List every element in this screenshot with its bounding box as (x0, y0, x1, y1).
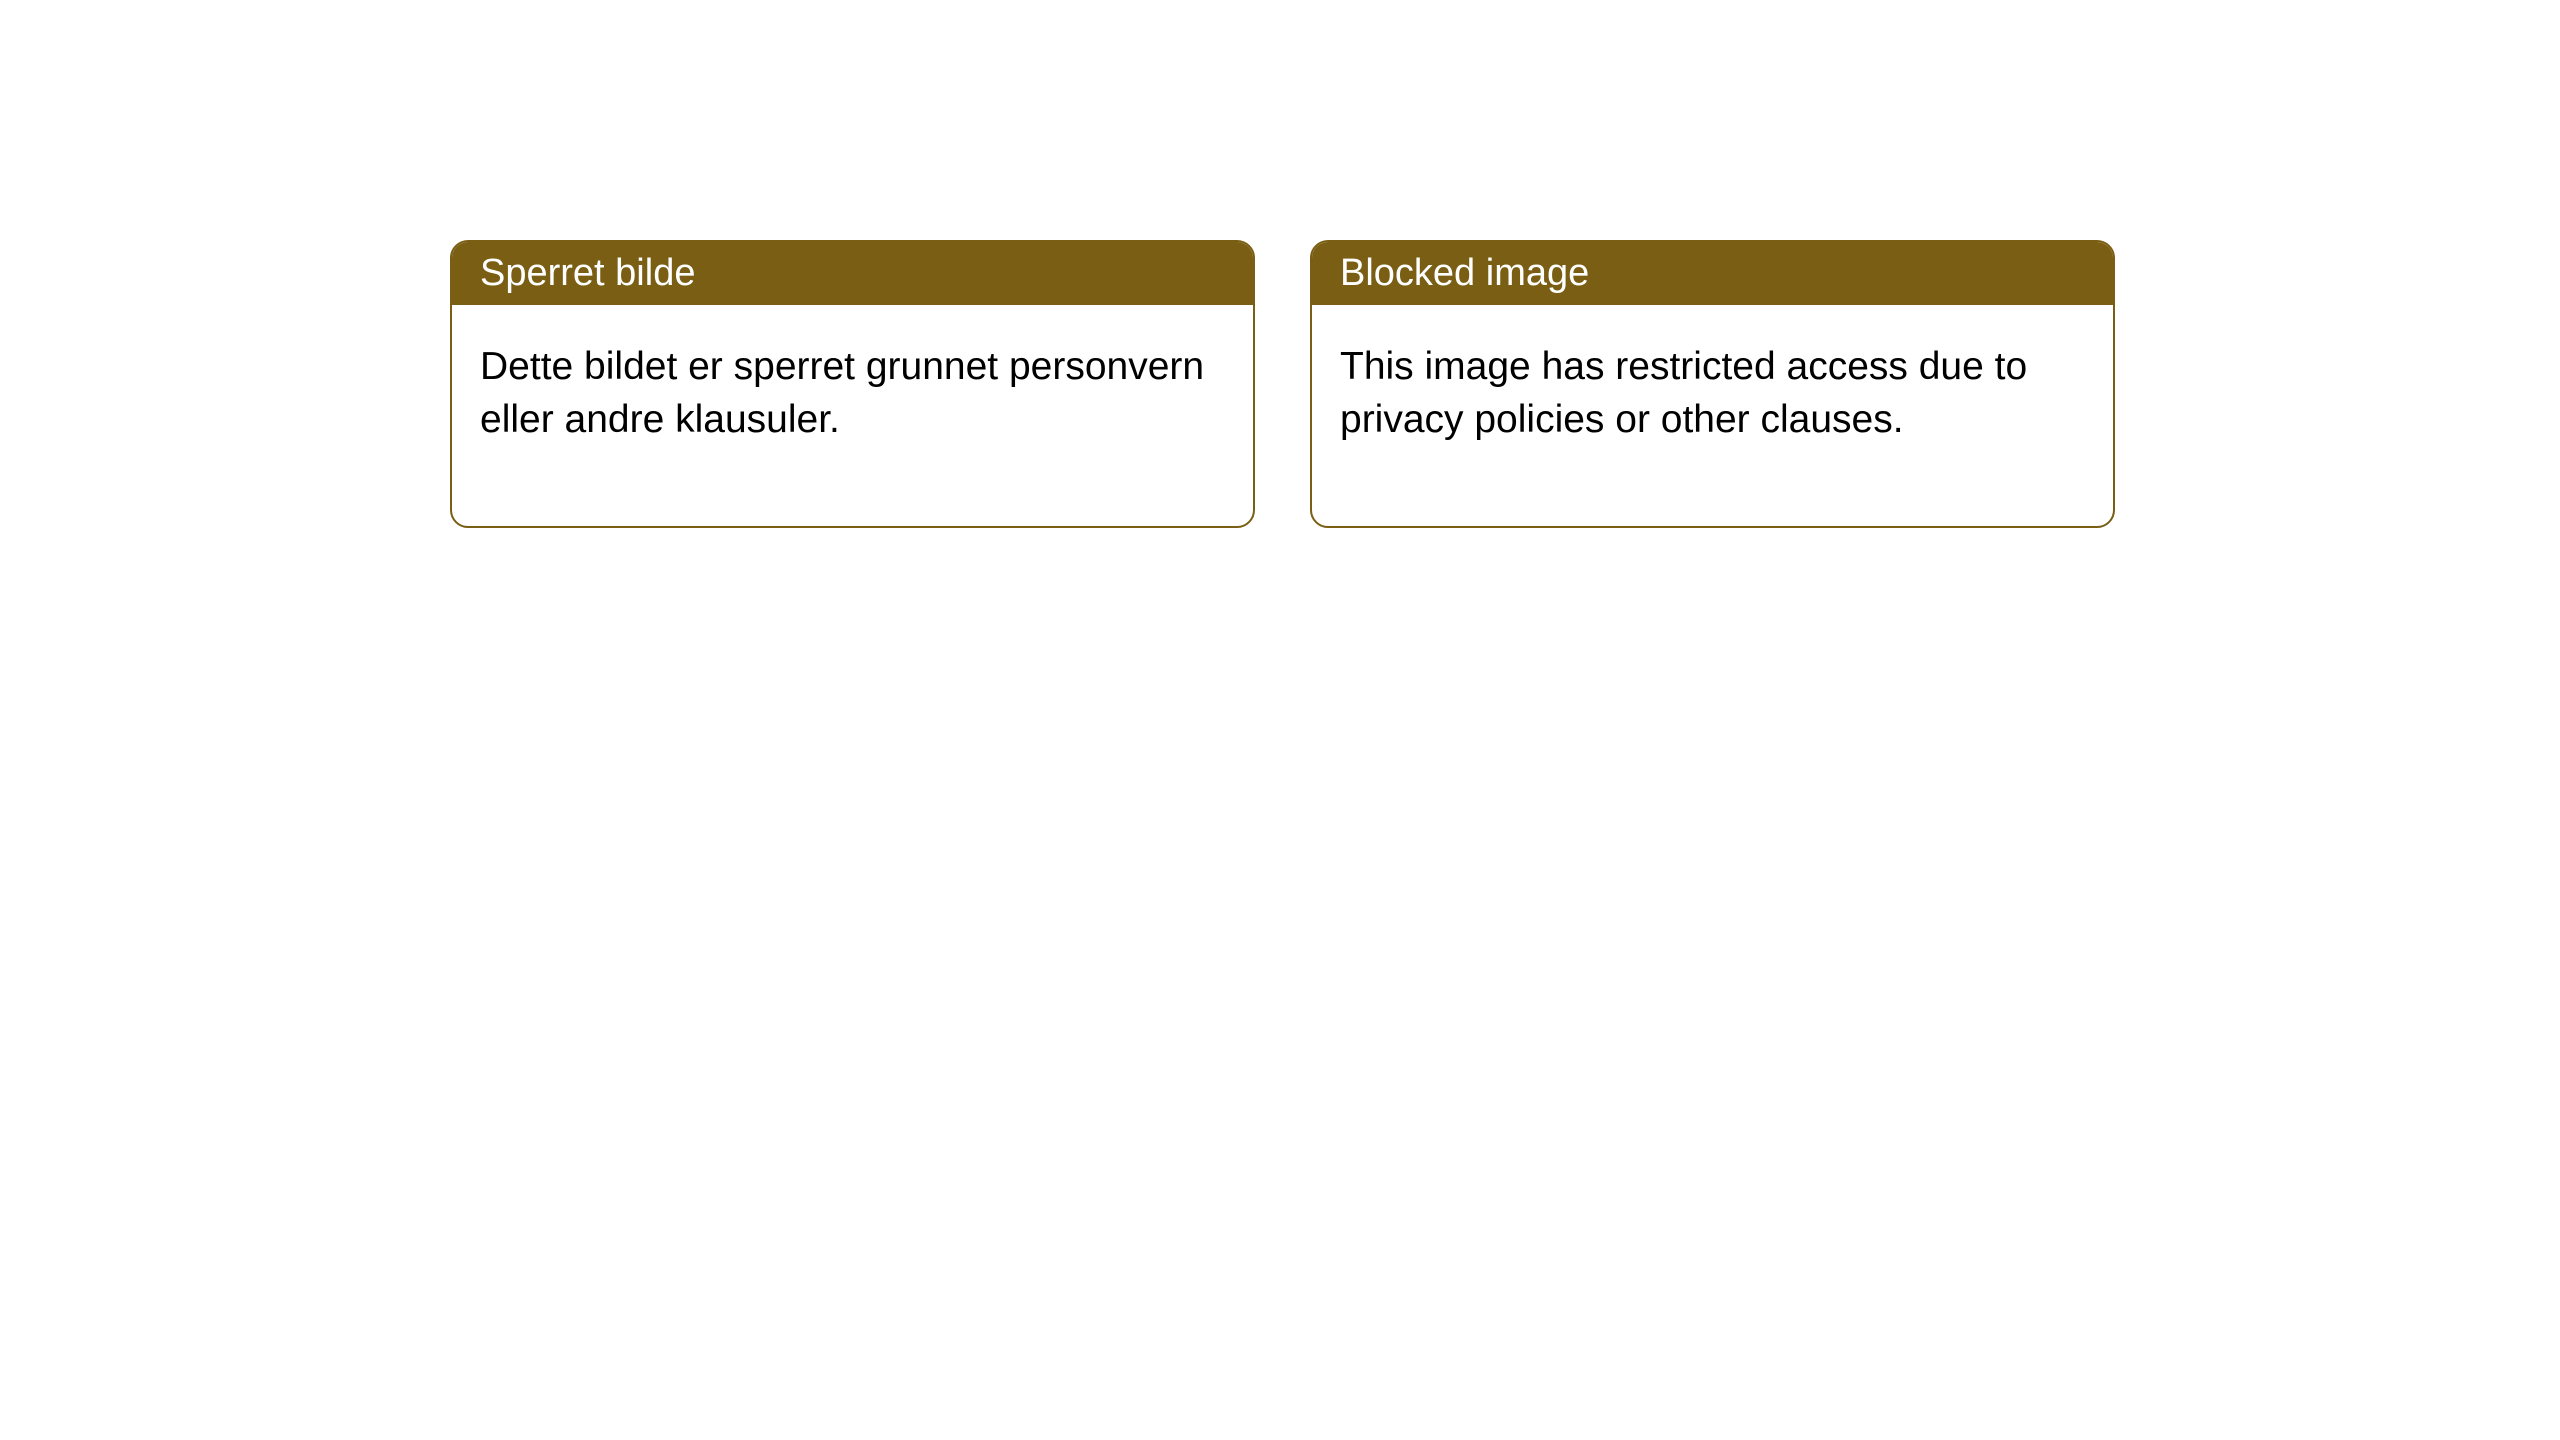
message-box-english: Blocked image This image has restricted … (1310, 240, 2115, 528)
body-text: Dette bildet er sperret grunnet personve… (480, 345, 1204, 441)
message-body: This image has restricted access due to … (1312, 305, 2113, 526)
header-text: Sperret bilde (480, 252, 695, 294)
header-text: Blocked image (1340, 252, 1589, 294)
message-body: Dette bildet er sperret grunnet personve… (452, 305, 1253, 526)
message-header: Sperret bilde (452, 242, 1253, 305)
message-container: Sperret bilde Dette bildet er sperret gr… (0, 0, 2560, 528)
message-header: Blocked image (1312, 242, 2113, 305)
message-box-norwegian: Sperret bilde Dette bildet er sperret gr… (450, 240, 1255, 528)
body-text: This image has restricted access due to … (1340, 345, 2027, 441)
